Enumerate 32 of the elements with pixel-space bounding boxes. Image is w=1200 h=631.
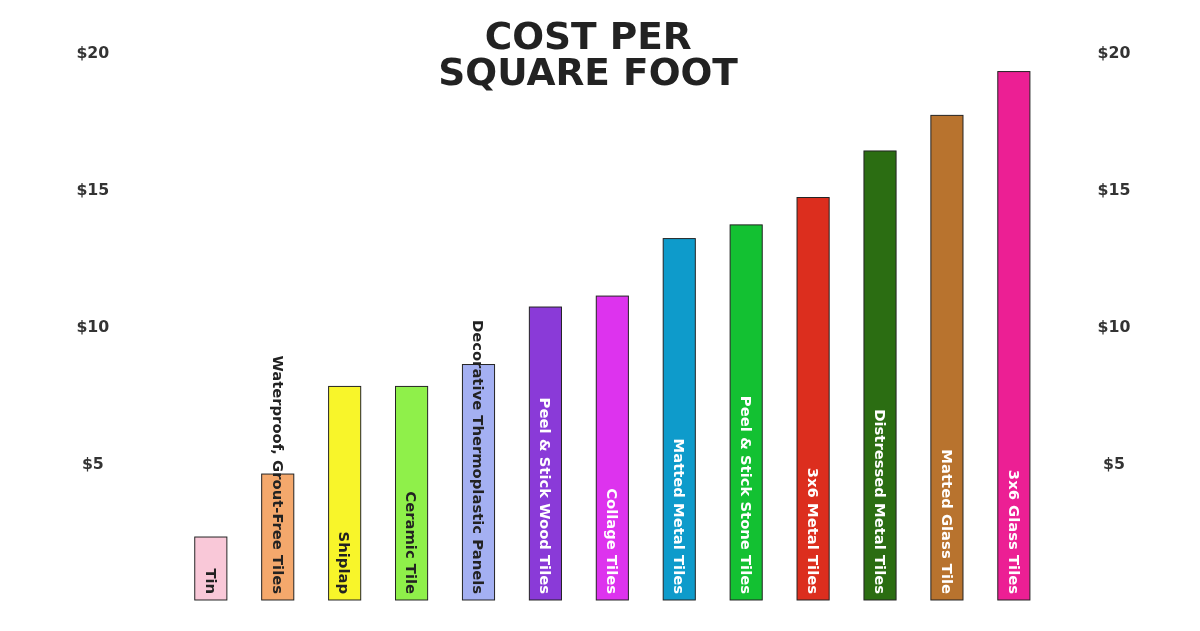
x-tick-label: Distressed Metal Tiles: [871, 409, 889, 595]
bar: [997, 71, 1031, 601]
chart-title: COST PER SQUARE FOOT: [438, 14, 739, 94]
bar: [729, 224, 763, 601]
bar: [328, 385, 362, 601]
y-tick-label: $10: [76, 316, 110, 336]
x-tick-label: Collage Tiles: [604, 488, 622, 595]
y-tick-label: $20: [76, 42, 110, 62]
x-tick-label: Tin: [202, 568, 220, 595]
bar: [930, 114, 964, 601]
x-tick-label: 3x6 Metal Tiles: [804, 467, 822, 595]
bar: [194, 536, 228, 601]
y2-tick-label: $10: [1097, 316, 1131, 336]
x-tick-label: Shiplap: [336, 531, 354, 595]
y2-tick-label: $20: [1097, 42, 1131, 62]
x-tick-label: Ceramic Tile: [403, 491, 421, 595]
x-tick-label: 3x6 Glass Tiles: [1005, 469, 1023, 595]
x-tick-label: Matted Metal Tiles: [671, 438, 689, 595]
x-tick-label: Peel & Stick Stone Tiles: [737, 395, 755, 595]
y2-tick-label: $15: [1097, 179, 1131, 199]
bar: [662, 238, 696, 601]
y-tick-label: $5: [81, 453, 104, 473]
bar: [863, 150, 897, 601]
bar: [595, 295, 629, 601]
y2-tick-label: $5: [1103, 453, 1126, 473]
x-tick-label: Peel & Stick Wood Tiles: [537, 397, 555, 595]
bar: [395, 385, 429, 601]
x-tick-label: Matted Glass Tile: [938, 449, 956, 595]
y-tick-label: $15: [76, 179, 110, 199]
x-tick-label: Decorative Thermoplastic Panels: [470, 319, 488, 595]
x-tick-label: Waterproof, Grout-Free Tiles: [269, 355, 287, 595]
bar: [796, 197, 830, 601]
